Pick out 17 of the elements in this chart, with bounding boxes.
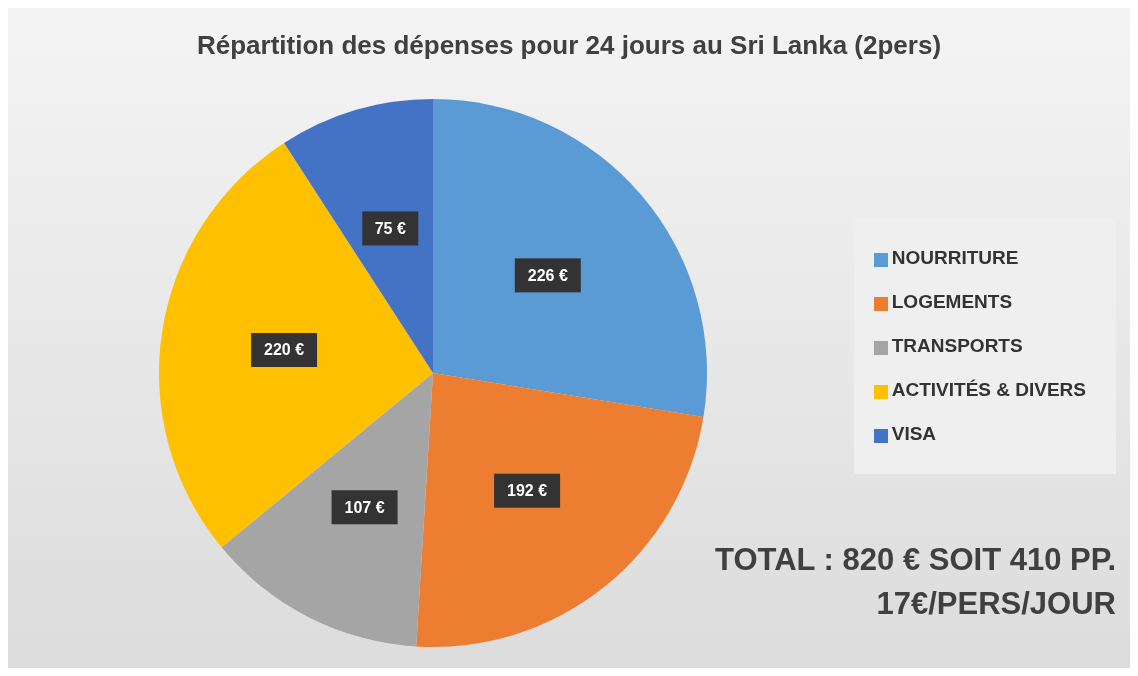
legend-label: ACTIVITÉS & DIVERS [891, 379, 1086, 400]
text: 17€/PERS/JOUR [875, 585, 1116, 623]
legend-label: TRANSPORTS [891, 335, 1023, 356]
chart-title: Répartition des dépenses pour 24 jours au Sri Lanka (2pers) [195, 30, 943, 61]
pie-slice [433, 99, 707, 417]
pie-slice [221, 373, 433, 647]
pie-slice [416, 373, 704, 647]
text: TOTAL : 820 € SOIT 410 PP. [715, 541, 1116, 579]
data-label: 192 € [507, 482, 548, 500]
data-label: 75 € [374, 219, 406, 237]
pie-slice [159, 143, 433, 548]
legend-label: VISA [891, 423, 937, 444]
legend-label: NOURRITURE [891, 247, 1019, 268]
data-label: 107 € [344, 498, 385, 516]
data-label: 220 € [264, 341, 305, 359]
legend-label: LOGEMENTS [891, 291, 1013, 312]
data-label: 226 € [527, 266, 568, 284]
